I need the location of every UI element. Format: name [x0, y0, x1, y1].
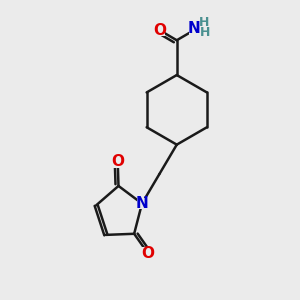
Bar: [142, 248, 154, 260]
Bar: [153, 24, 165, 36]
Text: O: O: [153, 22, 166, 38]
Bar: [136, 198, 147, 209]
Text: H: H: [200, 26, 211, 39]
Text: O: O: [142, 246, 154, 261]
Text: N: N: [187, 21, 200, 36]
Text: H: H: [199, 16, 209, 29]
Text: N: N: [136, 196, 148, 211]
Bar: [112, 156, 124, 168]
Text: O: O: [111, 154, 124, 169]
Bar: [190, 26, 199, 35]
